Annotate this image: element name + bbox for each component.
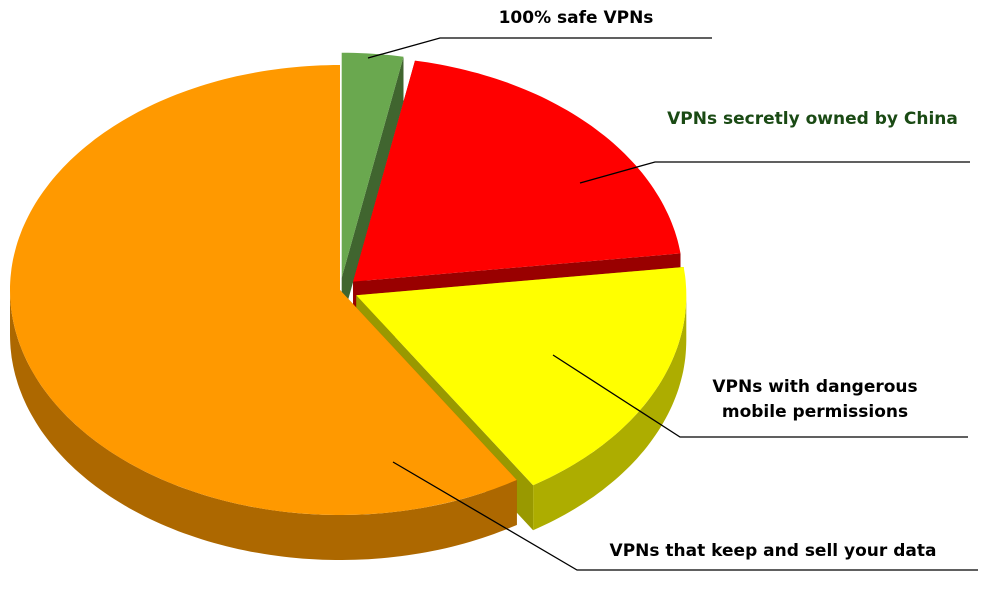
slice-label: VPNs with dangerous mobile permissions xyxy=(712,377,918,422)
leader-line xyxy=(579,161,970,184)
slice-side xyxy=(10,290,517,560)
slice-label: 100% safe VPNs xyxy=(498,8,654,28)
slice-cut-face xyxy=(341,56,404,323)
pie-slice xyxy=(353,60,681,282)
slice-label: VPNs that keep and sell your data xyxy=(609,541,937,561)
slice-label: VPNs secretly owned by China xyxy=(667,109,958,129)
leader-line xyxy=(552,354,968,438)
leader-line xyxy=(392,461,978,571)
pie-slice xyxy=(10,65,517,515)
pie-slice xyxy=(356,267,687,486)
slice-side xyxy=(533,295,687,531)
leader-line xyxy=(367,37,712,59)
pie-slice xyxy=(341,52,404,278)
